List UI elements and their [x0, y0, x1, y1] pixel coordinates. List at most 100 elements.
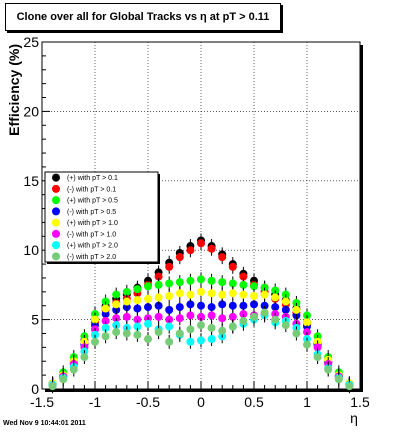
data-point: [250, 282, 258, 291]
data-point: [239, 280, 248, 289]
x-axis-label: η: [350, 410, 358, 426]
data-point: [175, 314, 184, 323]
data-point: [228, 312, 237, 321]
data-point: [186, 325, 195, 334]
legend-marker: [52, 196, 60, 205]
x-tick-label: 1.5: [350, 394, 370, 410]
x-tick-label: -1: [89, 394, 102, 410]
legend-marker: [52, 252, 60, 261]
data-point: [197, 301, 205, 310]
data-point: [250, 312, 258, 321]
data-point: [144, 303, 152, 312]
timestamp-footer: Wed Nov 9 10:44:01 2011: [3, 420, 86, 427]
data-point: [175, 278, 184, 287]
data-point: [59, 375, 68, 384]
data-point: [186, 276, 195, 285]
x-tick-label: -0.5: [136, 394, 160, 410]
data-point: [101, 304, 110, 313]
data-point: [165, 337, 174, 346]
data-point: [154, 280, 163, 289]
data-point: [175, 289, 184, 298]
y-tick-label: 20: [23, 103, 39, 119]
data-point: [154, 328, 163, 337]
legend-label: (+) with pT > 2.0: [67, 243, 118, 250]
legend-marker: [52, 207, 60, 216]
y-tick-label: 10: [23, 242, 39, 258]
data-point: [165, 262, 174, 271]
data-point: [101, 332, 110, 341]
data-point: [228, 279, 237, 288]
data-point: [133, 285, 142, 294]
data-point: [218, 278, 227, 287]
y-tick-label: 25: [23, 34, 39, 50]
data-point: [186, 337, 195, 346]
data-point: [281, 321, 290, 330]
data-point: [218, 326, 227, 335]
legend-box: [44, 171, 159, 263]
y-axis-label: Efficiency (%): [6, 44, 22, 136]
data-point: [112, 290, 121, 299]
data-point: [303, 318, 311, 327]
data-point: [197, 287, 205, 296]
data-point: [228, 322, 237, 331]
data-point: [48, 382, 57, 391]
data-point: [260, 290, 269, 299]
data-point: [260, 308, 269, 317]
data-point: [207, 323, 216, 332]
chart-title: Clone over all for Global Tracks vs η at…: [16, 11, 270, 23]
data-point: [101, 323, 110, 332]
data-point: [133, 330, 142, 339]
data-point: [281, 297, 290, 306]
legend-marker: [52, 241, 60, 250]
data-point: [154, 301, 163, 310]
data-point: [144, 319, 152, 328]
legend-marker: [52, 184, 60, 193]
legend-marker: [52, 229, 60, 238]
data-point: [334, 375, 343, 384]
data-point: [122, 329, 131, 338]
data-point: [122, 287, 131, 296]
data-point: [197, 275, 205, 284]
data-point: [133, 322, 142, 331]
y-tick-label: 0: [31, 381, 39, 397]
data-point: [112, 300, 121, 309]
data-point: [207, 276, 216, 285]
data-point: [186, 246, 195, 255]
data-point: [197, 336, 205, 345]
legend-label: (-) with pT > 1.0: [67, 231, 116, 238]
data-point: [228, 262, 237, 271]
data-point: [207, 303, 216, 312]
data-point: [303, 340, 311, 349]
data-point: [186, 311, 195, 320]
data-point: [218, 290, 227, 299]
data-point: [154, 312, 163, 321]
data-point: [165, 279, 174, 288]
data-point: [345, 382, 354, 391]
data-point: [112, 328, 121, 337]
data-point: [228, 289, 237, 298]
data-point: [122, 297, 131, 306]
data-point: [207, 335, 216, 344]
legend-marker: [52, 173, 60, 182]
legend-label: (-) with pT > 2.0: [67, 254, 116, 261]
data-point: [165, 322, 174, 331]
data-point: [207, 244, 216, 253]
data-point: [144, 294, 152, 303]
series-8: [48, 305, 354, 394]
data-point: [239, 301, 248, 310]
chart-title-box: Clone over all for Global Tracks vs η at…: [5, 3, 281, 31]
legend-label: (+) with pT > 0.1: [67, 175, 118, 182]
data-point: [271, 315, 280, 324]
data-point: [239, 316, 248, 325]
legend-label: (+) with pT > 1.0: [67, 220, 118, 227]
data-point: [154, 293, 163, 302]
data-point: [80, 353, 89, 362]
data-point: [133, 304, 142, 313]
data-point: [175, 253, 184, 262]
y-tick-label: 5: [31, 312, 39, 328]
data-point: [324, 365, 333, 374]
data-point: [292, 329, 301, 338]
data-point: [207, 289, 216, 298]
x-tick-label: -1.5: [30, 394, 54, 410]
